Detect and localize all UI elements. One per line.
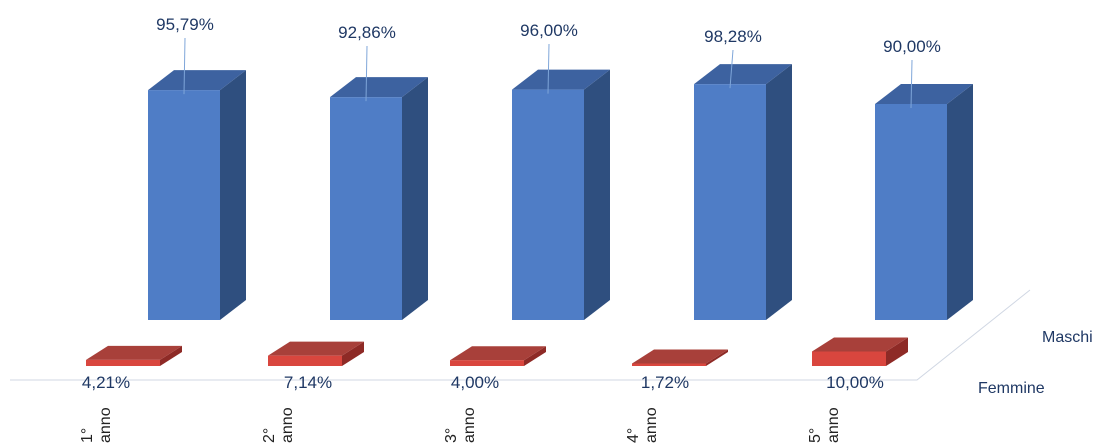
category-tick-label: 5° anno: [807, 407, 842, 443]
maschi-bar-side: [766, 64, 792, 321]
femmine-bar: [812, 351, 886, 366]
category-tick-line: anno: [279, 407, 296, 443]
category-tick-label: 4° anno: [625, 407, 660, 443]
maschi-data-label: 90,00%: [883, 37, 941, 56]
maschi-bar-top: [875, 84, 973, 104]
category-tick-line: 3°: [443, 428, 460, 443]
category-tick-label: 1° anno: [79, 407, 114, 443]
femmine-bar-side: [886, 337, 908, 366]
maschi-leader-line: [365, 45, 368, 102]
maschi-data-label: 92,86%: [338, 23, 396, 42]
femmine-data-label: 1,72%: [641, 373, 689, 392]
maschi-bar-top: [330, 77, 428, 98]
category-tick-label: 3° anno: [443, 407, 478, 443]
femmine-bar-top: [632, 349, 728, 364]
femmine-bar-top: [86, 345, 182, 360]
maschi-bar-side: [947, 84, 973, 320]
femmine-bar-top: [268, 341, 364, 356]
category-tick-line: 5°: [807, 428, 824, 443]
floor-outline: [10, 289, 1031, 381]
femmine-bar: [268, 355, 342, 366]
maschi-data-label: 98,28%: [704, 27, 762, 46]
maschi-leader-line: [547, 43, 550, 94]
femmine-data-label: 7,14%: [284, 373, 332, 392]
chart-floor: [10, 289, 1031, 381]
legend-femmine: Femmine: [978, 380, 1045, 397]
category-tick-line: anno: [643, 407, 660, 443]
maschi-leader-line: [183, 37, 186, 95]
femmine-data-label: 10,00%: [826, 373, 884, 392]
femmine-bar-side: [160, 345, 182, 366]
category-tick-line: anno: [825, 407, 842, 443]
femmine-bar-side: [706, 349, 728, 366]
depth-axis-legend: Maschi Femmine: [978, 329, 1093, 397]
category-axis: 1° anno 2° anno 3° anno 4° anno 5° anno: [79, 407, 842, 443]
maschi-bar-side: [584, 69, 610, 320]
category-tick-line: 1°: [79, 428, 96, 443]
femmine-bar-top: [450, 346, 546, 361]
maschi-bar-side: [402, 77, 428, 320]
maschi-bar: [875, 104, 947, 320]
series-maschi: [148, 64, 973, 321]
femmine-bar-side: [342, 341, 364, 366]
femmine-bar: [86, 359, 160, 366]
category-tick-line: anno: [97, 407, 114, 443]
maschi-leader-line: [910, 59, 913, 109]
category-tick-line: 4°: [625, 428, 642, 443]
maschi-bar: [148, 90, 220, 320]
femmine-bar: [450, 360, 524, 366]
maschi-bar: [512, 89, 584, 320]
category-tick-line: 2°: [261, 428, 278, 443]
data-labels: 95,79% 4,21% 92,86% 7,14% 96,00% 4,00% 98,28% 1…: [82, 15, 941, 392]
maschi-bar-side: [220, 70, 246, 320]
femmine-bar: [632, 363, 706, 366]
maschi-bar-top: [512, 69, 610, 90]
maschi-bar-top: [694, 64, 792, 85]
legend-maschi: Maschi: [1042, 329, 1093, 346]
maschi-bar: [330, 97, 402, 320]
maschi-bar-top: [148, 70, 246, 91]
femmine-bar-top: [812, 337, 908, 352]
maschi-data-label: 96,00%: [520, 21, 578, 40]
maschi-leader-line: [729, 49, 734, 89]
maschi-bar: [694, 84, 766, 321]
femmine-data-label: 4,00%: [451, 373, 499, 392]
maschi-data-label: 95,79%: [156, 15, 214, 34]
category-tick-line: anno: [461, 407, 478, 443]
category-tick-label: 2° anno: [261, 407, 296, 443]
femmine-data-label: 4,21%: [82, 373, 130, 392]
femmine-bar-side: [524, 346, 546, 366]
series-femmine: [86, 337, 908, 366]
